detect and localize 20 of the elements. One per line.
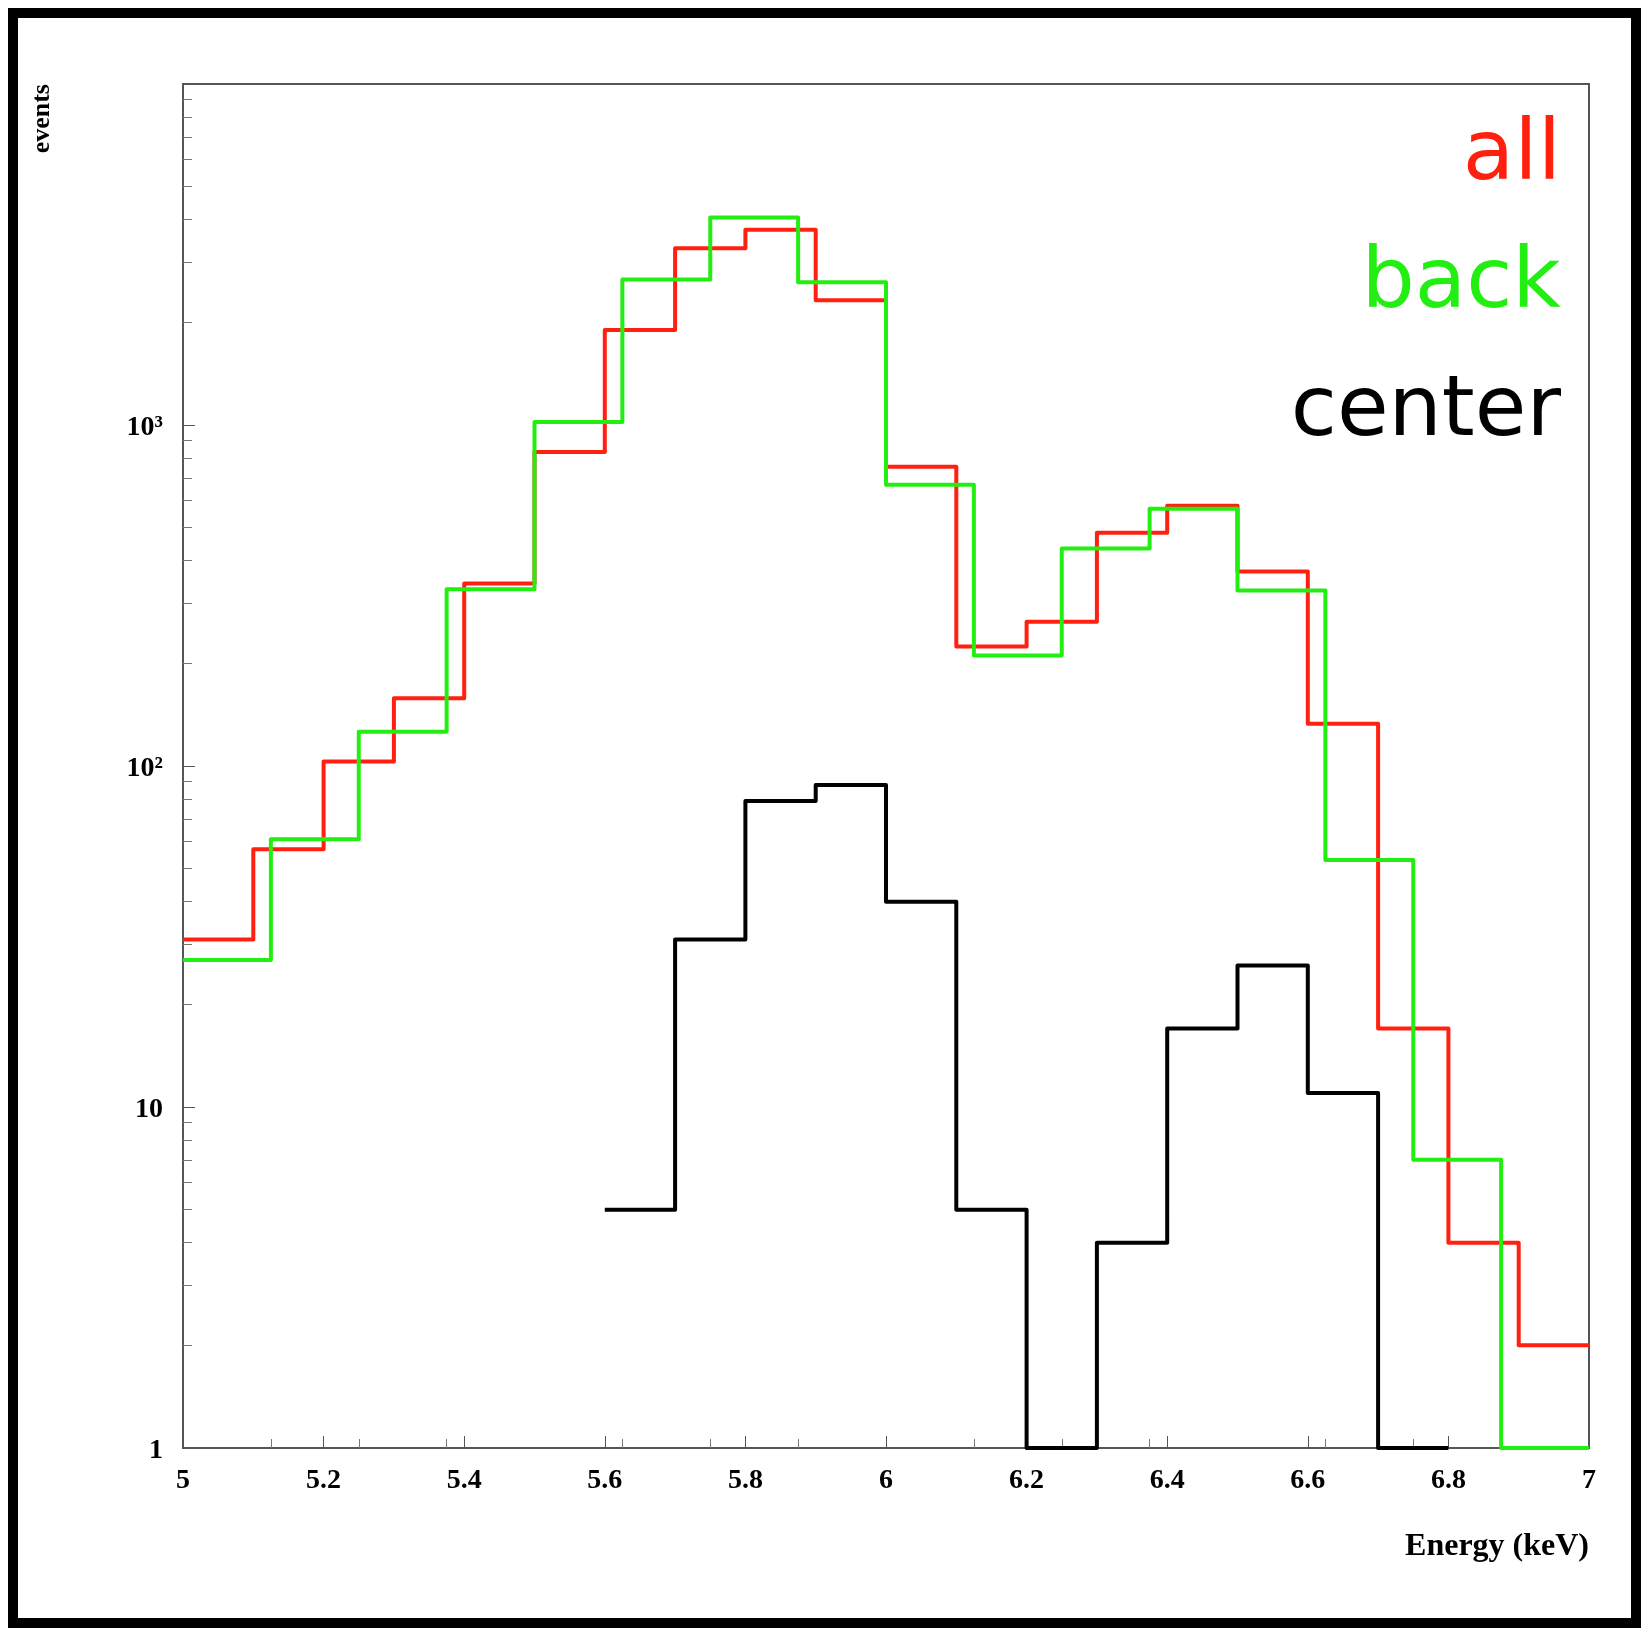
- x-tick-label: 5.6: [587, 1462, 623, 1494]
- x-tick-label: 6: [879, 1462, 893, 1494]
- y-tick-label: 1: [149, 1432, 163, 1464]
- x-tick-label: 6.4: [1149, 1462, 1185, 1494]
- y-tick-label: 10: [135, 1091, 163, 1123]
- text: center: [1290, 357, 1562, 455]
- x-tick-label: 5.4: [446, 1462, 482, 1494]
- x-tick-label: 5: [176, 1462, 190, 1494]
- y-tick-label: 10²: [126, 750, 163, 782]
- y-axis-title: events: [25, 84, 55, 154]
- text: all: [1462, 101, 1562, 199]
- x-tick-label: 7: [1582, 1462, 1596, 1494]
- x-axis-title: Energy (keV): [1405, 1526, 1589, 1562]
- text: back: [1361, 229, 1562, 327]
- x-tick-label: 5.8: [727, 1462, 763, 1494]
- x-tick-label: 6.6: [1290, 1462, 1326, 1494]
- x-tick-label: 6.2: [1009, 1462, 1045, 1494]
- x-tick-label: 6.8: [1430, 1462, 1466, 1494]
- x-tick-label: 5.2: [306, 1462, 342, 1494]
- y-tick-label: 10³: [126, 409, 163, 441]
